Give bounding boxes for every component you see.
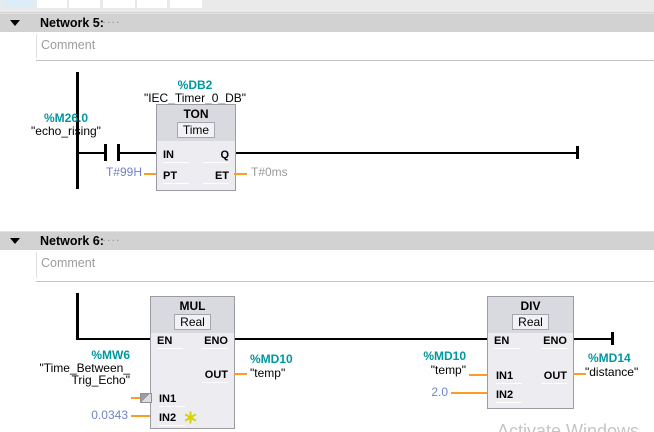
network-6-comment-placeholder[interactable]: Comment xyxy=(41,256,96,270)
mul-block[interactable]: MUL Real EN ENO OUT IN1 IN2 xyxy=(150,296,235,429)
insert-input-star-icon[interactable] xyxy=(184,411,197,424)
contact-bar xyxy=(104,144,107,161)
pin-en: EN xyxy=(494,335,520,349)
et-value[interactable]: T#0ms xyxy=(251,165,288,179)
div-out-address[interactable]: %MD14 xyxy=(588,351,631,365)
comment-indent-line xyxy=(36,34,37,58)
collapse-triangle-icon[interactable] xyxy=(10,238,20,244)
network-5-comment-placeholder[interactable]: Comment xyxy=(41,38,96,52)
wire-segment xyxy=(120,152,156,154)
network-6-comment-row[interactable]: Comment xyxy=(0,250,654,280)
div-in1-name[interactable]: "temp" xyxy=(430,363,466,377)
div-in1-connector xyxy=(469,374,487,376)
div-in2-connector xyxy=(451,392,487,394)
collapse-triangle-icon[interactable] xyxy=(10,20,20,26)
table-cell[interactable] xyxy=(137,0,167,8)
contact-name[interactable]: "echo_rising" xyxy=(31,124,101,138)
mul-in1-name-line2[interactable]: Trig_Echo" xyxy=(71,373,130,387)
pin-in: IN xyxy=(163,149,189,163)
wire-segment xyxy=(233,152,577,154)
pin-out: OUT xyxy=(202,369,228,383)
pin-eno: ENO xyxy=(202,335,228,349)
pin-en: EN xyxy=(157,335,183,349)
pin-q: Q xyxy=(203,149,229,163)
mul-data-type-dropdown[interactable]: Real xyxy=(174,314,211,330)
network-6-title[interactable]: Network 6: xyxy=(40,234,104,248)
div-out-name[interactable]: "distance" xyxy=(585,365,639,379)
mul-block-header: MUL Real xyxy=(151,297,234,333)
mul-in2-value[interactable]: 0.0343 xyxy=(91,408,128,422)
table-cell[interactable] xyxy=(37,0,67,8)
div-block-header: DIV Real xyxy=(488,297,573,333)
mul-in1-name-line1[interactable]: "Time_Between_ xyxy=(39,361,130,375)
pt-value[interactable]: T#99H xyxy=(105,165,142,179)
network-6-header[interactable]: Network 6: ..... xyxy=(0,231,654,251)
contact-bar xyxy=(117,144,120,161)
mul-out-name[interactable]: "temp" xyxy=(250,366,286,380)
ton-data-type-dropdown[interactable]: Time xyxy=(176,122,216,138)
network-6-title-placeholder[interactable]: ..... xyxy=(98,232,121,244)
mul-in1-address[interactable]: %MW6 xyxy=(91,348,130,362)
pin-eno: ENO xyxy=(541,335,567,349)
pin-out: OUT xyxy=(541,370,567,384)
wire-segment xyxy=(233,338,487,340)
div-block[interactable]: DIV Real EN ENO IN1 OUT IN2 xyxy=(487,296,574,409)
comment-separator xyxy=(36,60,654,61)
network-5-title-placeholder[interactable]: ..... xyxy=(98,14,121,26)
power-rail xyxy=(76,72,79,189)
wire-segment xyxy=(77,152,105,154)
comment-indent-line xyxy=(36,252,37,278)
pin-in1: IN1 xyxy=(159,393,185,407)
div-in2-value[interactable]: 2.0 xyxy=(431,385,448,399)
timer-db-name[interactable]: "IEC_Timer_0_DB" xyxy=(143,91,247,105)
mul-block-title: MUL xyxy=(179,299,206,313)
implicit-conversion-icon xyxy=(140,393,152,403)
mul-out-address[interactable]: %MD10 xyxy=(250,352,293,366)
rung-end-tick xyxy=(611,332,614,345)
mul-in1-connector xyxy=(131,397,141,399)
rung-end-tick xyxy=(576,146,579,159)
table-cell[interactable] xyxy=(69,0,100,8)
pin-in2: IN2 xyxy=(159,412,185,426)
wire-segment xyxy=(77,338,151,340)
div-block-title: DIV xyxy=(520,299,541,313)
pt-connector xyxy=(144,173,156,175)
ton-block-title: TON xyxy=(183,107,209,121)
clipped-table-row xyxy=(0,0,654,13)
mul-in2-connector xyxy=(131,415,150,417)
power-rail xyxy=(76,293,79,340)
div-in1-address[interactable]: %MD10 xyxy=(423,349,466,363)
table-cell[interactable] xyxy=(103,0,135,8)
timer-db-address[interactable]: %DB2 xyxy=(177,78,213,92)
network-5-title[interactable]: Network 5: xyxy=(40,16,104,30)
ton-block[interactable]: TON Time IN Q PT ET xyxy=(156,104,236,191)
et-connector xyxy=(234,173,247,175)
pin-et: ET xyxy=(203,170,229,184)
div-out-connector xyxy=(573,373,586,375)
contact-address[interactable]: %M26.0 xyxy=(43,111,89,125)
wire-segment xyxy=(572,338,613,340)
pin-in2: IN2 xyxy=(496,389,522,403)
pin-pt: PT xyxy=(163,170,189,184)
network-5-comment-row[interactable]: Comment xyxy=(0,32,654,60)
table-cell[interactable] xyxy=(2,0,34,8)
mul-out-connector xyxy=(234,373,247,375)
activate-windows-watermark: Activate Windows xyxy=(497,421,640,432)
div-data-type-dropdown[interactable]: Real xyxy=(512,314,549,330)
network-5-header[interactable]: Network 5: ..... xyxy=(0,13,654,33)
ton-block-header: TON Time xyxy=(157,105,235,141)
pin-in1: IN1 xyxy=(496,370,522,384)
comment-separator xyxy=(36,281,654,282)
table-cell[interactable] xyxy=(170,0,202,8)
